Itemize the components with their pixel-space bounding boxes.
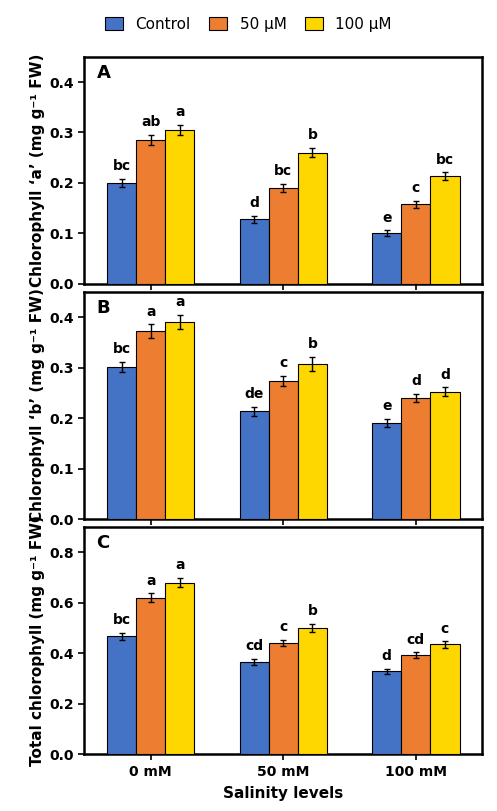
Text: B: B [96,298,110,317]
Text: b: b [308,337,318,351]
Y-axis label: Total chlorophyll (mg g⁻¹ FW): Total chlorophyll (mg g⁻¹ FW) [30,515,45,766]
Bar [240,411,269,519]
Text: cd: cd [407,633,425,646]
Bar [269,381,298,519]
Text: e: e [382,211,392,225]
Bar [430,176,460,284]
Bar [107,367,136,519]
Text: b: b [308,128,318,143]
Bar [401,398,430,519]
Text: d: d [411,374,421,388]
Text: d: d [249,196,259,210]
Bar [298,628,327,754]
Bar [166,322,194,519]
Bar [136,332,166,519]
Y-axis label: Chlorophyll ‘a’ (mg g⁻¹ FW): Chlorophyll ‘a’ (mg g⁻¹ FW) [30,54,45,287]
Text: d: d [440,367,450,382]
Bar [107,183,136,284]
Text: a: a [175,559,185,573]
Text: c: c [279,620,287,634]
Text: d: d [382,649,392,663]
Bar [372,423,401,519]
Bar [136,140,166,284]
Legend: Control, 50 μM, 100 μM: Control, 50 μM, 100 μM [105,17,392,32]
Bar [269,643,298,754]
Text: a: a [175,105,185,119]
Bar [240,662,269,754]
Bar [166,582,194,754]
Bar [298,152,327,284]
Text: e: e [382,400,392,414]
Text: a: a [146,305,156,319]
Bar [401,204,430,284]
Text: a: a [146,573,156,588]
Text: cd: cd [245,639,263,653]
Bar [107,636,136,754]
Text: c: c [412,181,420,195]
Text: b: b [308,604,318,618]
Text: bc: bc [274,165,292,178]
Bar [430,392,460,519]
Text: A: A [96,63,110,82]
Bar [372,234,401,284]
Text: bc: bc [112,159,131,174]
Text: c: c [441,621,449,636]
Text: C: C [96,534,110,552]
Bar [166,130,194,284]
Bar [298,363,327,519]
Bar [136,598,166,754]
Bar [240,219,269,284]
Bar [372,672,401,754]
Y-axis label: Chlorophyll ‘b’ (mg g⁻¹ FW): Chlorophyll ‘b’ (mg g⁻¹ FW) [30,289,45,522]
Text: c: c [279,356,287,370]
Bar [430,645,460,754]
Bar [401,655,430,754]
Text: a: a [175,295,185,310]
Bar [269,188,298,284]
Text: bc: bc [436,152,454,166]
Text: ab: ab [141,115,161,129]
Text: bc: bc [112,342,131,356]
Text: de: de [245,387,264,401]
X-axis label: Salinity levels: Salinity levels [223,786,343,800]
Text: bc: bc [112,613,131,627]
